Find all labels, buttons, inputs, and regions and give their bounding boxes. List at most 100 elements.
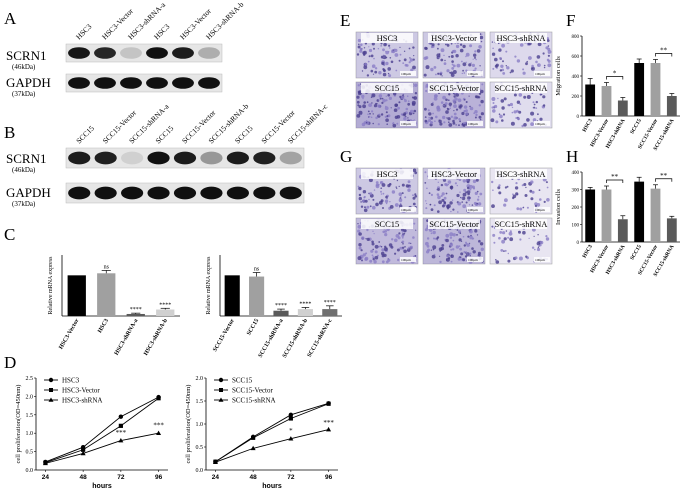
stained-cell xyxy=(365,122,368,124)
stained-cell xyxy=(431,254,436,259)
stained-cell xyxy=(414,171,418,175)
panel-letter-e: E xyxy=(340,11,350,30)
scale-bar xyxy=(467,121,483,126)
stained-cell xyxy=(385,111,388,114)
stained-cell xyxy=(542,52,545,55)
scale-bar-label: 100μm xyxy=(468,258,478,262)
stained-cell xyxy=(440,58,444,62)
stained-cell xyxy=(407,100,410,102)
stained-cell xyxy=(365,238,367,240)
stained-cell xyxy=(437,47,439,50)
stained-cell xyxy=(499,231,503,234)
stained-cell xyxy=(510,69,514,73)
stained-cell xyxy=(465,52,470,57)
stained-cell xyxy=(361,122,366,127)
stained-cell xyxy=(430,121,433,124)
stained-cell xyxy=(534,248,536,251)
stained-cell xyxy=(414,193,417,196)
stained-cell xyxy=(400,202,402,204)
legend-marker xyxy=(218,377,224,383)
stained-cell xyxy=(358,186,362,191)
stained-cell xyxy=(449,201,453,205)
y-tick-label: 1.5 xyxy=(196,399,204,405)
stained-cell xyxy=(452,70,457,74)
stained-cell xyxy=(469,229,473,234)
stained-cell xyxy=(503,203,507,207)
legend-label: SCC15-shRNA xyxy=(232,397,276,405)
stained-cell xyxy=(390,60,394,64)
micrograph-label-bg xyxy=(361,83,413,93)
stained-cell xyxy=(375,202,379,207)
micrograph-label: HSC3-shRNA xyxy=(496,33,546,43)
x-tick-label: 96 xyxy=(325,474,333,481)
blot-band xyxy=(121,151,144,165)
stained-cell xyxy=(465,55,467,58)
stained-cell xyxy=(470,62,472,64)
stained-cell xyxy=(513,110,517,114)
stained-cell xyxy=(516,109,519,113)
stained-cell xyxy=(445,233,450,238)
stained-cell xyxy=(385,99,388,102)
bar xyxy=(650,188,661,242)
stained-cell xyxy=(379,245,382,247)
blot-band xyxy=(68,47,90,59)
stained-cell xyxy=(373,47,375,50)
panel-letter-c: C xyxy=(4,225,15,244)
significance-label: **** xyxy=(324,300,336,306)
stained-cell xyxy=(386,123,389,125)
stained-cell xyxy=(467,192,470,196)
stained-cell xyxy=(380,245,383,248)
data-point xyxy=(326,426,332,432)
stained-cell xyxy=(506,185,509,188)
stained-cell xyxy=(534,204,538,208)
stained-cell xyxy=(451,60,454,63)
stained-cell xyxy=(409,245,413,250)
stained-cell xyxy=(472,179,477,184)
stained-cell xyxy=(476,95,480,99)
stained-cell xyxy=(458,245,461,248)
stained-cell xyxy=(392,122,394,125)
stained-cell xyxy=(441,192,445,196)
stained-cell xyxy=(462,124,466,127)
stained-cell xyxy=(528,56,532,60)
stained-cell xyxy=(500,58,502,60)
lane-label: HSC3-shRNA-b xyxy=(204,0,246,41)
stained-cell xyxy=(372,198,375,201)
significance-label: *** xyxy=(153,422,164,430)
stained-cell xyxy=(451,63,454,66)
stained-cell xyxy=(529,189,533,193)
stained-cell xyxy=(469,44,473,48)
blot-band xyxy=(68,151,91,165)
stained-cell xyxy=(505,230,508,232)
migration-micrographs: 100μm HSC3 100μm HSC3-Vector 100μm HSC3-shRNA… xyxy=(355,31,553,129)
stained-cell xyxy=(436,239,439,241)
stained-cell xyxy=(383,247,388,252)
stained-cell xyxy=(385,118,389,122)
significance-label: *** xyxy=(116,429,127,437)
western-blot-a: SCRN1 (46kDa) GAPDH (37kDa) HSC3 HSC3-Vec… xyxy=(6,0,246,98)
stained-cell xyxy=(394,238,398,243)
blot-b-scrn1-label: SCRN1 xyxy=(6,151,46,166)
legend-label: SCC15 xyxy=(232,377,253,385)
stained-cell xyxy=(511,106,514,109)
stained-cell xyxy=(454,42,456,45)
stained-cell xyxy=(443,201,446,204)
stained-cell xyxy=(409,58,414,62)
stained-cell xyxy=(526,60,528,63)
legend-label: HSC3-shRNA xyxy=(62,397,102,405)
stained-cell xyxy=(498,191,502,195)
x-tick-label: 24 xyxy=(42,474,50,481)
stained-cell xyxy=(493,105,496,108)
stained-cell xyxy=(459,247,462,251)
stained-cell xyxy=(539,117,543,121)
stained-cell xyxy=(478,253,481,257)
stained-cell xyxy=(403,113,406,117)
stained-cell xyxy=(491,52,496,56)
stained-cell xyxy=(525,255,528,258)
stained-cell xyxy=(450,260,453,263)
stained-cell xyxy=(457,201,462,206)
stained-cell xyxy=(381,248,385,252)
stained-cell xyxy=(450,55,454,58)
stained-cell xyxy=(384,115,387,118)
stained-cell xyxy=(387,72,390,75)
